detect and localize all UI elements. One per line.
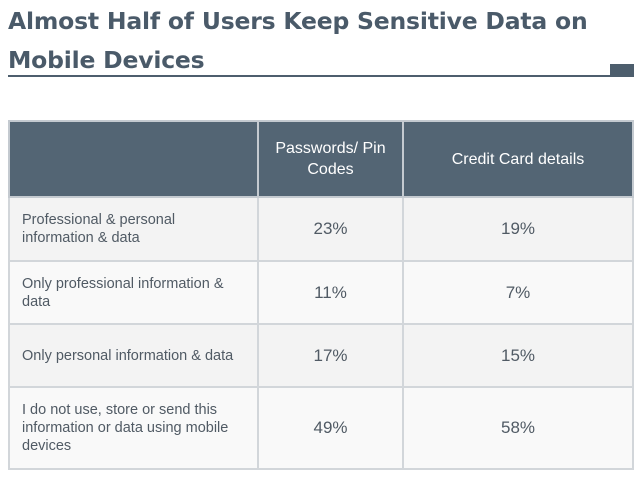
- header-credit-card: Credit Card details: [402, 120, 634, 198]
- passwords-value: 49%: [257, 386, 404, 470]
- credit-card-value: 58%: [402, 386, 634, 470]
- row-label: Professional & personal information & da…: [8, 196, 259, 262]
- credit-card-value: 7%: [402, 260, 634, 325]
- credit-card-value: 15%: [402, 323, 634, 388]
- header-passwords: Passwords/ Pin Codes: [257, 120, 404, 198]
- page-title: Almost Half of Users Keep Sensitive Data…: [8, 7, 588, 74]
- table-row: Professional & personal information & da…: [8, 196, 634, 262]
- row-label: Only personal information & data: [8, 323, 259, 388]
- table-row: I do not use, store or send this informa…: [8, 386, 634, 470]
- title-accent-block: [610, 64, 634, 77]
- row-label: Only professional information & data: [8, 260, 259, 325]
- row-label: I do not use, store or send this informa…: [8, 386, 259, 470]
- table-header-row: Passwords/ Pin Codes Credit Card details: [8, 120, 634, 198]
- sensitive-data-table: Passwords/ Pin Codes Credit Card details…: [8, 120, 634, 470]
- title-underline: [8, 75, 610, 77]
- passwords-value: 17%: [257, 323, 404, 388]
- passwords-value: 23%: [257, 196, 404, 262]
- table-row: Only professional information & data 11%…: [8, 260, 634, 325]
- table-row: Only personal information & data 17% 15%: [8, 323, 634, 388]
- passwords-value: 11%: [257, 260, 404, 325]
- credit-card-value: 19%: [402, 196, 634, 262]
- header-empty-cell: [8, 120, 259, 198]
